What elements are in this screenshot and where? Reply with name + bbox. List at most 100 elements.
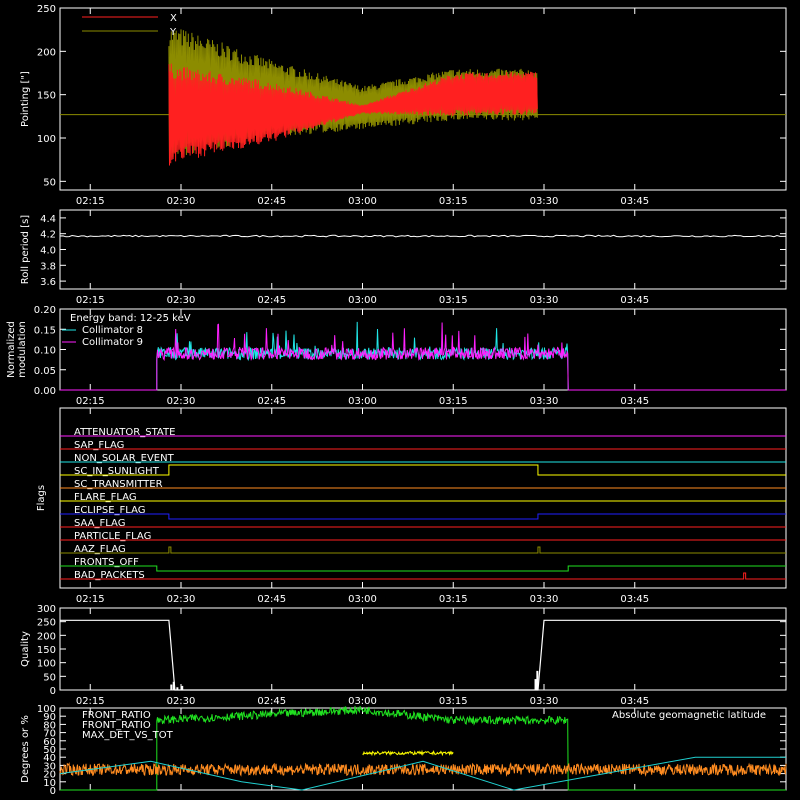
y-tick-label: 3.6 [40,277,56,288]
y-tick-label: 200 [37,47,56,58]
flag-line-sc-in-sunlight [60,464,786,476]
x-tick-label: 03:15 [439,696,468,707]
y-tick-label: 3.8 [40,261,56,272]
y-tick-label: 100 [37,134,56,145]
y-tick-label: 30 [43,761,56,772]
flag-line-eclipse-flag [60,513,786,520]
modulation-panel: 0.00 0.05 0.10 0.15 0.20 Normalized modulation… [6,305,787,407]
y-tick-label: 20 [43,770,56,781]
energy-band-annotation: Energy band: 12-25 keV [70,313,191,324]
legend-label: Absolute geomagnetic latitude [612,710,766,721]
y-tick-label: 40 [43,753,56,764]
flag-line-bad-packets [60,572,786,580]
legend-label: Y [169,27,177,38]
y-tick-label: 200 [37,631,56,642]
plot-frame [59,209,787,290]
x-tick-label: 02:30 [167,295,196,306]
geomagnetic-latitude-line [59,756,786,791]
legend-label: Collimator 9 [82,337,143,348]
y-tick-label: 4.0 [40,246,56,257]
max-det-vs-tot-line [59,762,787,778]
x-tick-label: 03:45 [620,594,649,605]
x-tick-label: 02:30 [167,396,196,407]
x-tick-label: 02:15 [76,196,105,207]
x-tick-label: 03:00 [348,396,377,407]
y-tick-label: 0.05 [34,366,56,377]
y-axis-label: Roll period [s] [20,215,31,284]
flag-label: SAA_FLAG [74,518,125,529]
front-ratio-green-line [60,705,786,791]
flag-line-fronts-off [60,565,786,572]
y-tick-label: 0 [50,686,56,697]
y-tick-label: 0.15 [34,325,56,336]
quality-panel: 0 50 100 150 200 250 300 Quality 02:15 02:30 02:45… [20,604,787,707]
y-tick-label: 80 [43,720,56,731]
flag-label: SC_IN_SUNLIGHT [74,466,160,477]
legend-label: MAX_DET_VS_TOT [82,730,174,741]
x-tick-label: 02:30 [167,696,196,707]
y-tick-label: 250 [37,4,56,15]
y-tick-label: 50 [43,672,56,683]
y-tick-label: 60 [43,737,56,748]
x-tick-label: 03:30 [530,196,559,207]
y-tick-label: 0.00 [34,386,56,397]
y-tick-label: 70 [43,729,56,740]
x-tick-label: 02:45 [257,295,286,306]
flag-label: SAP_FLAG [74,440,124,451]
flag-label: FRONTS_OFF [74,557,139,568]
roll-period-line [59,234,787,238]
y-tick-label: 4.4 [40,214,56,225]
modulation-collimator-9 [60,322,786,391]
x-tick-label: 02:45 [257,696,286,707]
x-tick-label: 03:30 [530,594,559,605]
y-axis-label: Normalized [6,321,17,378]
y-axis-label: Pointing ["] [20,71,31,127]
x-tick-label: 03:45 [620,196,649,207]
flag-label: FLARE_FLAG [74,492,137,503]
y-tick-label: 90 [43,712,56,723]
y-axis-label: modulation [17,321,28,378]
plot-frame [59,7,787,191]
pointing-panel: 50 100 150 200 250 Pointing ["] 02:15 02:30 02:4… [20,4,787,207]
front-ratio-yellow-line [362,749,454,757]
x-tick-label: 03:15 [439,295,468,306]
y-axis-label: Flags [36,485,47,511]
y-tick-label: 50 [43,745,56,756]
flag-label: PARTICLE_FLAG [74,531,151,542]
x-tick-label: 02:15 [76,396,105,407]
y-tick-label: 150 [37,91,56,102]
x-tick-label: 02:15 [76,295,105,306]
x-tick-label: 03:45 [620,295,649,306]
x-tick-label: 03:00 [348,594,377,605]
x-tick-label: 03:00 [348,295,377,306]
flag-label: SC_TRANSMITTER [74,479,163,490]
y-tick-label: 100 [37,704,56,715]
quality-line [60,619,786,691]
y-tick-label: 4.2 [40,230,56,241]
y-tick-label: 0.10 [34,346,56,357]
x-tick-label: 02:45 [257,396,286,407]
flag-label: ATTENUATOR_STATE [74,427,175,438]
x-tick-label: 03:00 [348,696,377,707]
x-tick-label: 03:30 [530,396,559,407]
x-tick-label: 03:30 [530,295,559,306]
x-tick-label: 02:30 [167,196,196,207]
x-tick-label: 03:00 [348,196,377,207]
flag-label: NON_SOLAR_EVENT [74,453,175,464]
legend-label: FRONT_RATIO [82,710,151,721]
flags-panel: 02:15 02:30 02:45 03:00 03:15 03:30 03:45 Flags… [36,407,787,605]
roll-panel: 3.6 3.8 4.0 4.2 4.4 Roll period [s] 02:15 02:30… [20,209,787,306]
x-tick-label: 03:15 [439,396,468,407]
plot-frame [59,407,787,589]
flag-label: ECLIPSE_FLAG [74,505,145,516]
x-tick-label: 03:45 [620,396,649,407]
legend-label: X [170,13,177,24]
x-tick-label: 03:45 [620,696,649,707]
y-tick-label: 300 [37,604,56,615]
y-tick-label: 100 [37,659,56,670]
y-axis-label: Quality [20,631,31,667]
flag-line-aaz-flag [60,546,786,554]
y-tick-label: 10 [43,778,56,789]
x-tick-label: 03:15 [439,594,468,605]
